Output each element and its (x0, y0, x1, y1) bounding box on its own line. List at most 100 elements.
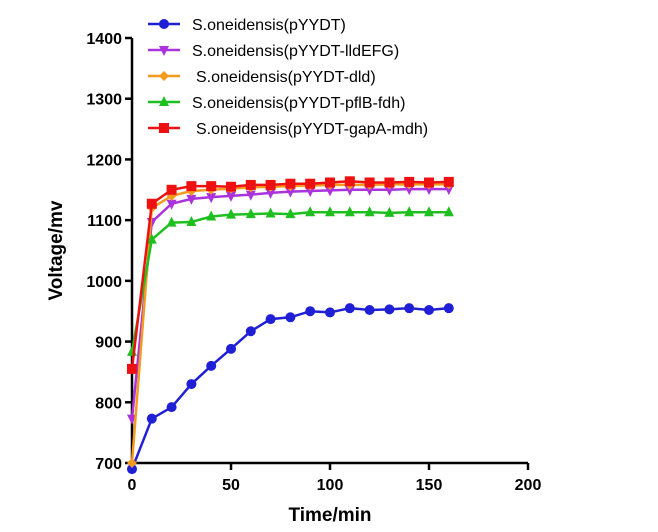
legend-marker (159, 19, 169, 29)
data-point (245, 179, 256, 190)
data-point (364, 305, 375, 315)
y-tick-label: 1400 (86, 31, 122, 48)
series-1 (127, 185, 454, 425)
y-ticks: 700 800 900 1000 1100 1200 1300 1400 (86, 31, 132, 473)
legend-item: S.oneidensis(pYYDT-pflB-fdh) (148, 95, 405, 112)
data-point (325, 206, 335, 217)
series-0 (127, 303, 454, 475)
data-point (146, 198, 157, 209)
data-point (404, 185, 415, 196)
legend-item: S.oneidensis(pYYDT-lldEFG) (148, 43, 399, 60)
y-tick-label: 1200 (86, 152, 122, 169)
y-tick-label: 800 (95, 395, 122, 412)
data-point (206, 360, 217, 371)
data-point (245, 190, 256, 201)
x-tick-label: 150 (416, 477, 443, 494)
x-ticks: 0 50 100 150 200 (128, 463, 542, 494)
data-point (305, 187, 316, 197)
data-point (443, 303, 454, 314)
data-point (325, 307, 335, 318)
data-point (443, 185, 454, 196)
data-point (384, 206, 395, 217)
data-point (186, 215, 197, 226)
series-line (130, 187, 449, 419)
legend-marker (159, 46, 169, 56)
y-tick-label: 900 (95, 335, 122, 352)
data-point (344, 185, 355, 196)
data-point (325, 177, 335, 188)
data-point (285, 178, 296, 189)
legend-label: S.oneidensis(pYYDT) (192, 17, 346, 34)
data-point (245, 208, 256, 219)
data-point (226, 181, 236, 192)
data-point (344, 176, 355, 187)
series-3 (127, 206, 454, 356)
data-point (364, 185, 375, 196)
data-point (245, 326, 256, 337)
data-point (424, 177, 434, 188)
x-tick-label: 50 (222, 477, 240, 494)
data-point (166, 199, 177, 210)
data-point (384, 177, 395, 188)
legend-marker (159, 123, 169, 133)
legend-label: S.oneidensis(pYYDT-pflB-fdh) (192, 95, 405, 112)
data-point (265, 188, 276, 199)
data-point (443, 176, 454, 187)
y-tick-label: 1300 (86, 92, 122, 109)
data-point (424, 185, 434, 196)
data-point (265, 207, 276, 218)
x-tick-label: 0 (128, 477, 137, 494)
y-tick-label: 1100 (87, 213, 122, 230)
legend-marker (159, 96, 169, 106)
data-point (325, 186, 335, 197)
y-axis-title: Voltage/mv (46, 200, 67, 300)
data-point (186, 194, 197, 205)
data-point (166, 402, 177, 413)
x-tick-label: 200 (515, 477, 542, 494)
data-point (305, 178, 316, 189)
data-point (384, 185, 395, 196)
data-point (285, 208, 296, 219)
data-point (206, 210, 217, 221)
series-line (130, 183, 449, 464)
data-point (424, 305, 434, 315)
data-point (404, 303, 415, 314)
legend-item: S.oneidensis(pYYDT-gapA-mdh) (148, 121, 428, 138)
legend-label: S.oneidensis(pYYDT-gapA-mdh) (196, 121, 428, 138)
series-layer (127, 176, 454, 475)
data-point (206, 181, 217, 192)
legend: S.oneidensis(pYYDT) S.oneidensis(pYYDT-ll… (148, 17, 428, 138)
data-point (424, 206, 434, 217)
y-tick-label: 1000 (86, 274, 122, 291)
legend-label: S.oneidensis(pYYDT-dld) (196, 69, 376, 86)
x-tick-label: 100 (317, 477, 344, 494)
legend-item: S.oneidensis(pYYDT-dld) (148, 69, 376, 86)
data-point (206, 193, 217, 204)
data-point (146, 413, 157, 424)
data-point (344, 206, 355, 217)
series-line (130, 306, 449, 470)
data-point (166, 216, 177, 227)
data-point (384, 304, 395, 315)
data-point (404, 206, 415, 217)
data-point (186, 181, 197, 192)
data-point (305, 206, 316, 217)
axes: 700 800 900 1000 1100 1200 1300 1400 0 50 100 150 2… (86, 31, 541, 494)
data-point (127, 363, 137, 374)
data-point (265, 314, 276, 325)
y-tick-label: 700 (95, 456, 122, 473)
data-point (285, 187, 296, 198)
legend-item: S.oneidensis(pYYDT) (148, 17, 346, 34)
data-point (226, 343, 236, 354)
x-axis-title: Time/min (288, 505, 371, 526)
legend-label: S.oneidensis(pYYDT-lldEFG) (192, 43, 399, 60)
data-point (364, 177, 375, 188)
data-point (443, 206, 454, 217)
data-point (226, 191, 236, 202)
data-point (285, 312, 296, 323)
data-point (186, 379, 197, 390)
series-4 (127, 176, 454, 374)
data-point (305, 306, 316, 317)
data-point (127, 458, 137, 468)
